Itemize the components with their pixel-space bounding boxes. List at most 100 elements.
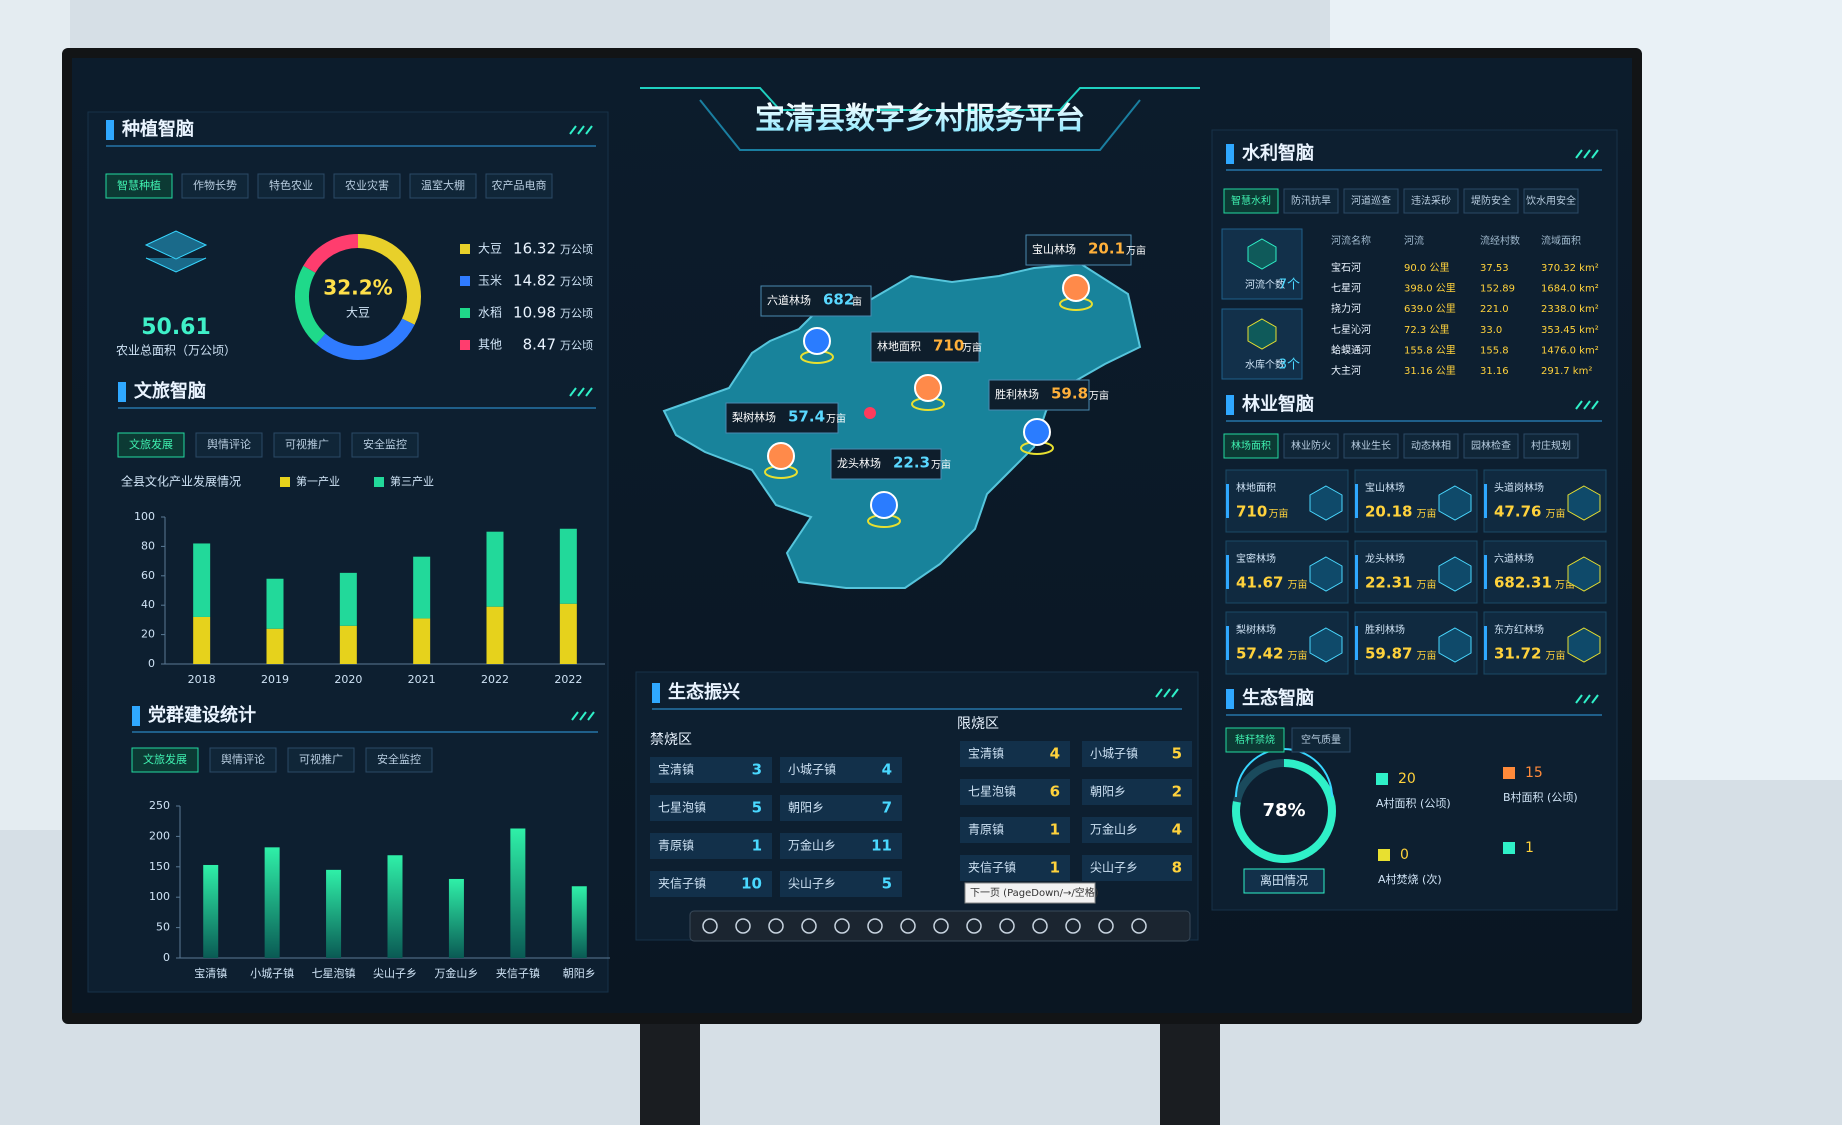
toolbar-button[interactable]: [933, 918, 949, 934]
table-cell: 1476.0 km²: [1541, 345, 1599, 356]
tab[interactable]: [1223, 188, 1279, 214]
legend-label: 其他: [478, 338, 502, 352]
tab[interactable]: [287, 747, 355, 773]
toolbar-button[interactable]: [966, 918, 982, 934]
tab[interactable]: [1343, 188, 1399, 214]
card-accent: [1226, 555, 1229, 589]
table-cell: 大主河: [1331, 364, 1361, 377]
marker-box[interactable]: [830, 448, 942, 480]
tab-label: 文旅发展: [143, 752, 187, 766]
toolbar-button[interactable]: [702, 918, 718, 934]
toolbar-button[interactable]: [900, 918, 916, 934]
tab[interactable]: [1463, 433, 1519, 459]
tab-label: 农产品电商: [492, 178, 547, 192]
tab[interactable]: [365, 747, 433, 773]
tab[interactable]: [1403, 433, 1459, 459]
toolbar-button[interactable]: [1098, 918, 1114, 934]
tab[interactable]: [351, 432, 419, 458]
y-tick-label: 150: [149, 860, 170, 873]
zone-item: [960, 741, 1070, 767]
pin[interactable]: [767, 442, 795, 470]
toolbar-button[interactable]: [999, 918, 1015, 934]
header-icon: [132, 706, 140, 726]
town-count: 11: [871, 837, 892, 855]
toolbar-button[interactable]: [1131, 918, 1147, 934]
zone-item: [960, 779, 1070, 805]
tab[interactable]: [209, 747, 277, 773]
x-tick-label: 朝阳乡: [563, 967, 596, 980]
tab[interactable]: [1283, 433, 1339, 459]
town-name: 青原镇: [658, 839, 694, 853]
bar: [387, 855, 403, 958]
toolbar-button[interactable]: [1032, 918, 1048, 934]
card-icon: [1567, 556, 1601, 592]
bar: [326, 869, 342, 958]
pin[interactable]: [914, 374, 942, 402]
toolbar-button[interactable]: [801, 918, 817, 934]
tab[interactable]: [485, 173, 553, 199]
tab[interactable]: [1223, 433, 1279, 459]
card-value: 47.76: [1494, 503, 1541, 521]
pin[interactable]: [1062, 274, 1090, 302]
marker-box[interactable]: [760, 285, 872, 317]
tab[interactable]: [333, 173, 401, 199]
tab-label: 村庄规划: [1531, 439, 1571, 452]
stat-value: 3个: [1279, 358, 1300, 373]
toolbar-button[interactable]: [768, 918, 784, 934]
y-tick-label: 40: [141, 598, 155, 611]
marker-box[interactable]: [1025, 234, 1132, 266]
town-name: 尖山子乡: [1090, 861, 1138, 875]
gauge-value: 78%: [1262, 800, 1305, 821]
tab[interactable]: [1403, 188, 1459, 214]
tab[interactable]: [131, 747, 199, 773]
tab[interactable]: [117, 432, 185, 458]
marker-box[interactable]: [725, 402, 839, 434]
panel-title: 种植智脑: [121, 118, 194, 140]
tab[interactable]: [195, 432, 263, 458]
tab-label: 舆情评论: [207, 437, 251, 451]
crop-value: 10.98: [513, 304, 556, 322]
x-tick-label: 尖山子乡: [373, 967, 417, 980]
tab[interactable]: [1283, 188, 1339, 214]
tab[interactable]: [1463, 188, 1519, 214]
tab[interactable]: [1523, 188, 1579, 214]
card-name: 头道岗林场: [1494, 481, 1544, 494]
tab[interactable]: [181, 173, 249, 199]
toolbar-button[interactable]: [735, 918, 751, 934]
pin[interactable]: [870, 491, 898, 519]
tab[interactable]: [257, 173, 325, 199]
toolbar-button[interactable]: [1065, 918, 1081, 934]
marker-name: 林地面积: [877, 339, 921, 353]
tab[interactable]: [409, 173, 477, 199]
table-cell: 1684.0 km²: [1541, 284, 1599, 295]
tab[interactable]: [105, 173, 173, 199]
table-cell: 398.0 公里: [1404, 283, 1456, 295]
marker-box[interactable]: [988, 379, 1090, 411]
window: [0, 0, 70, 830]
tab[interactable]: [1523, 433, 1579, 459]
stat-icon: [1376, 773, 1388, 785]
header-deco: [1155, 688, 1179, 698]
toolbar-button[interactable]: [834, 918, 850, 934]
gauge-ring: [1232, 759, 1336, 863]
marker-box[interactable]: [870, 331, 980, 363]
card-accent: [1355, 484, 1358, 518]
zone-item: [650, 795, 772, 821]
tab[interactable]: [1225, 727, 1285, 753]
tab[interactable]: [273, 432, 341, 458]
tab-label: 智慧水利: [1231, 194, 1271, 207]
crop-unit: 万公顷: [560, 275, 593, 288]
table-cell: 152.89: [1480, 284, 1515, 295]
table-cell: 72.3 公里: [1404, 324, 1449, 336]
tab[interactable]: [1343, 433, 1399, 459]
tab-label: 秸秆禁烧: [1235, 733, 1275, 746]
tab[interactable]: [1291, 727, 1351, 753]
card-accent: [1355, 555, 1358, 589]
pin[interactable]: [1023, 418, 1051, 446]
panel-title: 党群建设统计: [148, 704, 256, 726]
toolbar-button[interactable]: [867, 918, 883, 934]
pin[interactable]: [803, 327, 831, 355]
y-tick-label: 20: [141, 628, 155, 641]
town-name: 青原镇: [968, 823, 1004, 837]
bar-segment: [193, 543, 211, 617]
